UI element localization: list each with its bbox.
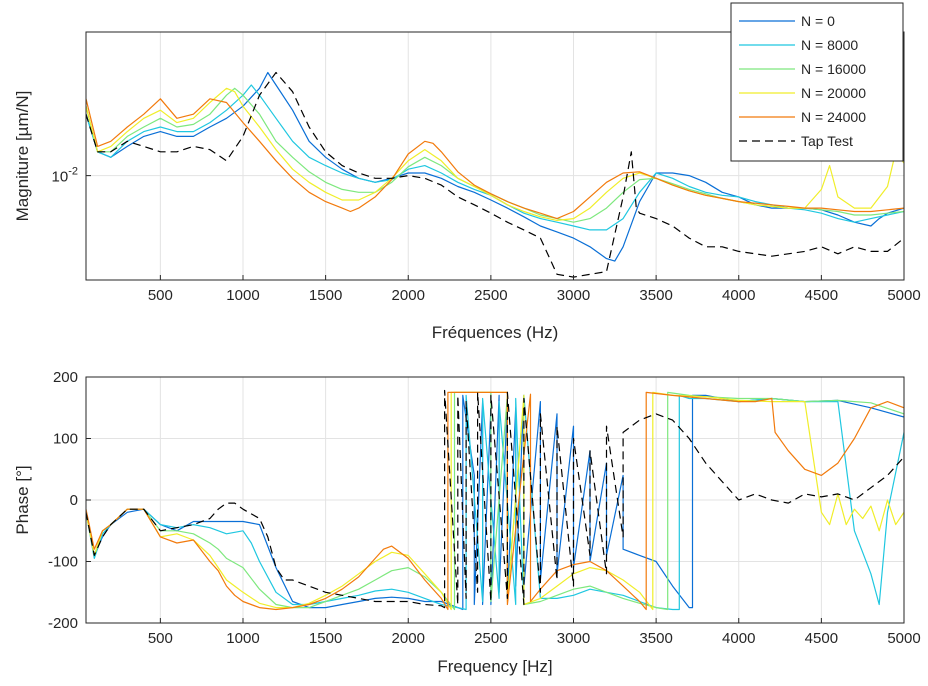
x-tick-label: 5000: [887, 630, 920, 647]
x-tick-label: 2500: [474, 630, 507, 647]
x-tick-label: 3500: [639, 287, 672, 304]
legend-label-n-24000: N = 24000: [801, 109, 866, 125]
x-tick-label: 500: [148, 630, 173, 647]
y-tick-label: -200: [48, 615, 78, 632]
x-tick-label: 1500: [309, 630, 342, 647]
y-tick-label: 10-2: [52, 166, 78, 186]
phase-plot: 500 1000 1500 2000 2500 3000 3500 4000 4500 5000 …: [13, 369, 921, 676]
x-tick-label: 1500: [309, 287, 342, 304]
legend-label-n-0: N = 0: [801, 13, 835, 29]
legend-label-n-8000: N = 8000: [801, 37, 858, 53]
y-tick-label: -100: [48, 554, 78, 571]
legend-entries: N = 0 N = 8000 N = 16000 N = 20000 N = 24000…: [739, 13, 866, 149]
legend: N = 0 N = 8000 N = 16000 N = 20000 N = 24000…: [730, 2, 904, 162]
x-tick-label: 1000: [226, 287, 259, 304]
x-tick-label: 3000: [557, 630, 590, 647]
y-tick-exponent: -2: [68, 166, 78, 178]
y-tick-label: 100: [53, 431, 78, 448]
series-line-n-8000: [86, 394, 904, 611]
x-tick-label: 500: [148, 287, 173, 304]
series-line-n-0: [86, 394, 904, 611]
legend-label-n-16000: N = 16000: [801, 61, 866, 77]
phase-x-axis-label: Frequency [Hz]: [437, 657, 552, 676]
series-line-n-24000: [86, 98, 904, 220]
legend-label-n-20000: N = 20000: [801, 85, 866, 101]
magnitude-y-ticks: 10-2: [52, 166, 91, 186]
series-line-n-8000: [86, 84, 904, 231]
series-line-tap-test: [86, 389, 904, 609]
magnitude-series: [86, 71, 904, 278]
magnitude-y-axis-label: Magniture [µm/N]: [13, 91, 32, 222]
magnitude-x-axis-label: Fréquences (Hz): [432, 323, 559, 342]
magnitude-x-ticks: 500 1000 1500 2000 2500 3000 3500 4000 4500 5000: [148, 275, 921, 304]
series-line-n-16000: [86, 391, 904, 611]
legend-label-tap-test: Tap Test: [801, 133, 853, 149]
x-tick-label: 3000: [557, 287, 590, 304]
phase-y-axis-label: Phase [°]: [13, 465, 32, 534]
x-tick-label: 2000: [392, 630, 425, 647]
y-tick-label: 0: [70, 492, 78, 509]
series-line-n-0: [86, 71, 904, 262]
series-line-n-24000: [86, 391, 904, 611]
x-tick-label: 4500: [805, 287, 838, 304]
x-tick-label: 4000: [722, 287, 755, 304]
series-line-tap-test: [86, 71, 904, 278]
x-tick-label: 2500: [474, 287, 507, 304]
x-tick-label: 5000: [887, 287, 920, 304]
y-tick-label: 200: [53, 369, 78, 386]
phase-y-ticks: -200 -100 0 100 200: [48, 369, 91, 632]
x-tick-label: 1000: [226, 630, 259, 647]
x-tick-label: 3500: [639, 630, 672, 647]
phase-x-ticks: 500 1000 1500 2000 2500 3000 3500 4000 4500 5000: [148, 618, 921, 647]
phase-series: [86, 389, 904, 611]
y-tick-base: 10: [52, 169, 69, 186]
x-tick-label: 2000: [392, 287, 425, 304]
x-tick-label: 4000: [722, 630, 755, 647]
x-tick-label: 4500: [805, 630, 838, 647]
legend-box: [730, 2, 904, 162]
magnitude-axes-box: [85, 31, 905, 281]
series-line-n-20000: [86, 87, 904, 221]
